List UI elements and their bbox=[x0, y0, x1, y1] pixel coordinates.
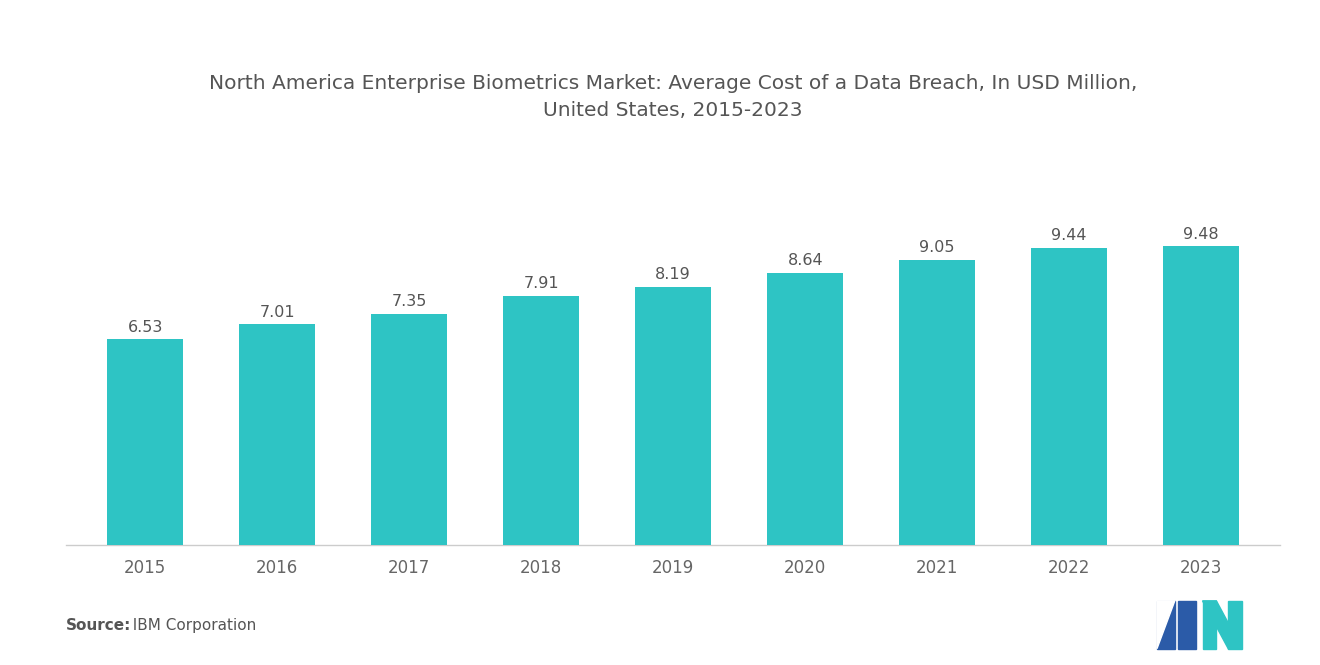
Text: 7.35: 7.35 bbox=[392, 294, 426, 309]
Text: 9.48: 9.48 bbox=[1184, 227, 1218, 241]
Bar bbox=[107, 339, 183, 545]
Bar bbox=[503, 296, 579, 545]
Text: 8.19: 8.19 bbox=[655, 267, 692, 283]
Polygon shape bbox=[1156, 601, 1175, 649]
Text: 8.64: 8.64 bbox=[788, 253, 822, 268]
Bar bbox=[1031, 247, 1107, 545]
Polygon shape bbox=[1177, 601, 1196, 649]
Bar bbox=[1163, 247, 1239, 545]
Polygon shape bbox=[1203, 601, 1242, 649]
Bar bbox=[899, 260, 975, 545]
Text: 7.91: 7.91 bbox=[524, 276, 558, 291]
Polygon shape bbox=[1203, 601, 1217, 649]
Polygon shape bbox=[1228, 601, 1242, 649]
Bar bbox=[239, 325, 315, 545]
Bar bbox=[767, 273, 843, 545]
Title: North America Enterprise Biometrics Market: Average Cost of a Data Breach, In US: North America Enterprise Biometrics Mark… bbox=[209, 74, 1138, 120]
Text: 7.01: 7.01 bbox=[260, 305, 294, 320]
Bar bbox=[635, 287, 711, 545]
Text: 9.44: 9.44 bbox=[1052, 228, 1086, 243]
Text: 6.53: 6.53 bbox=[128, 320, 162, 334]
Polygon shape bbox=[1156, 601, 1175, 649]
Text: Source:: Source: bbox=[66, 618, 132, 633]
Text: IBM Corporation: IBM Corporation bbox=[123, 618, 256, 633]
Bar bbox=[371, 314, 447, 545]
Text: 9.05: 9.05 bbox=[920, 240, 954, 255]
